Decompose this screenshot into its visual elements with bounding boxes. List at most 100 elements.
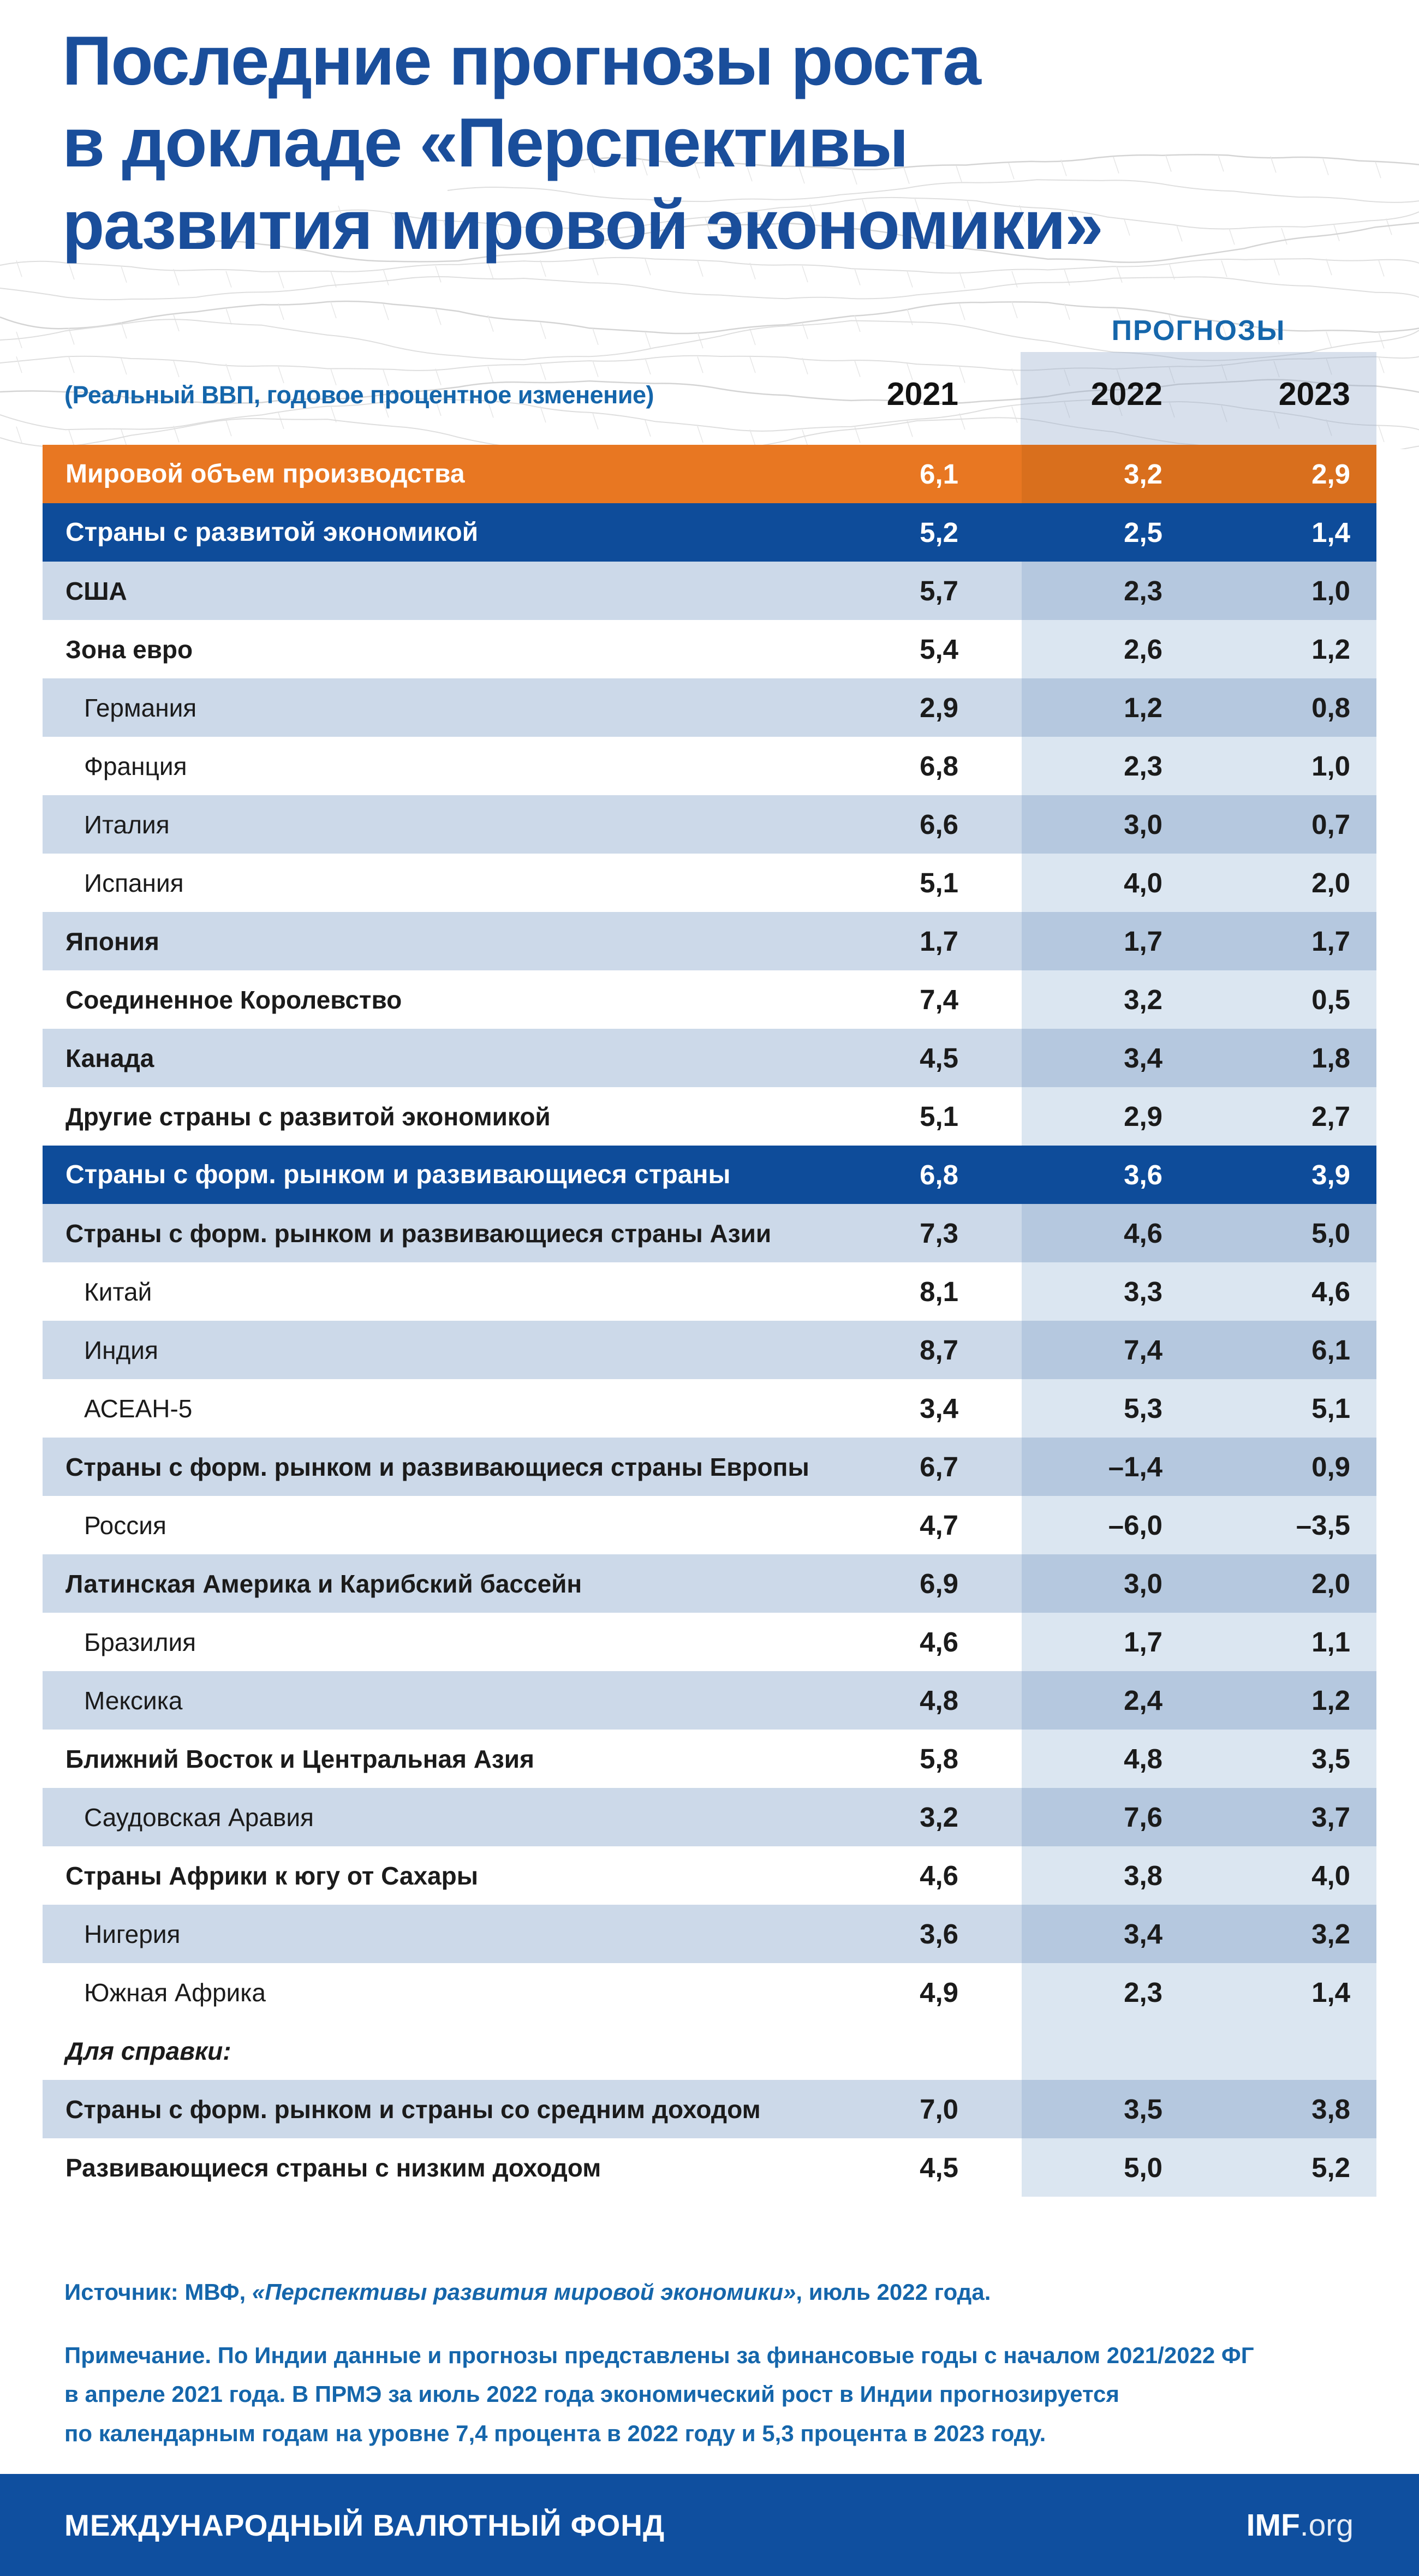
value-2021: 5,1 <box>920 867 958 898</box>
value-2021: 5,7 <box>920 575 958 606</box>
value-2023: 0,8 <box>1311 692 1350 723</box>
table-row: Южная Африка 4,9 2,3 1,4 <box>43 1963 1376 2022</box>
table-row: Япония 1,7 1,7 1,7 <box>43 912 1376 970</box>
value-2023: 1,4 <box>1311 1977 1350 2008</box>
forecast-table: Мировой объем производства 6,1 3,2 2,9 Стран… <box>43 445 1376 2197</box>
value-2021: 8,1 <box>920 1276 958 1307</box>
value-2021: 6,9 <box>920 1568 958 1599</box>
value-2022: 2,3 <box>1124 575 1162 606</box>
footer-website: IMF.org <box>1247 2507 1354 2543</box>
value-2023: 1,4 <box>1311 517 1350 548</box>
value-2023: 2,0 <box>1311 867 1350 898</box>
row-label: Для справки: <box>65 2036 231 2065</box>
value-2022: 2,6 <box>1124 634 1162 665</box>
table-row: Страны с развитой экономикой 5,2 2,5 1,4 <box>43 503 1376 562</box>
forecast-band <box>1021 352 1376 445</box>
value-2021: 4,6 <box>920 1626 958 1657</box>
row-label: Канада <box>65 1043 154 1072</box>
value-2023: 1,1 <box>1311 1626 1350 1657</box>
value-2021: 4,8 <box>920 1685 958 1716</box>
value-2022: 7,6 <box>1124 1802 1162 1833</box>
row-label: Мировой объем производства <box>65 460 465 488</box>
value-2021: 5,2 <box>920 517 958 548</box>
value-2022: 2,9 <box>1124 1101 1162 1132</box>
value-2021: 3,2 <box>920 1802 958 1833</box>
value-2021: 5,8 <box>920 1743 958 1774</box>
row-label: Страны с форм. рынком и развивающиеся ст… <box>65 1219 772 1248</box>
value-2021: 2,9 <box>920 692 958 723</box>
value-2022: 3,2 <box>1124 984 1162 1015</box>
value-2023: 5,0 <box>1311 1218 1350 1249</box>
value-2022: 2,5 <box>1124 517 1162 548</box>
forecast-column-label: ПРОГНОЗЫ <box>1111 315 1286 347</box>
value-2022: 2,4 <box>1124 1685 1162 1716</box>
footer-organization: МЕЖДУНАРОДНЫЙ ВАЛЮТНЫЙ ФОНД <box>64 2508 665 2542</box>
row-label: Латинская Америка и Карибский бассейн <box>65 1569 582 1598</box>
value-2023: 1,8 <box>1311 1042 1350 1074</box>
footer-website-imf: IMF <box>1246 2507 1300 2543</box>
value-2021: 6,8 <box>920 1159 958 1190</box>
row-label: Страны с форм. рынком и страны со средни… <box>65 2095 761 2124</box>
value-2023: 3,7 <box>1311 1802 1350 1833</box>
value-2022: 3,2 <box>1124 458 1162 490</box>
table-row: Индия 8,7 7,4 6,1 <box>43 1321 1376 1379</box>
row-label: Япония <box>65 927 159 956</box>
value-2023: 5,1 <box>1311 1393 1350 1424</box>
table-row: Страны с форм. рынком и развивающиеся ст… <box>43 1146 1376 1204</box>
value-2023: 3,2 <box>1311 1918 1350 1949</box>
value-2022: 3,8 <box>1124 1860 1162 1891</box>
row-label: Нигерия <box>84 1919 181 1948</box>
table-subtitle: (Реальный ВВП, годовое процентное измене… <box>64 381 654 409</box>
row-label: Германия <box>84 693 197 722</box>
table-row: Страны Африки к югу от Сахары 4,6 3,8 4,0 <box>43 1846 1376 1905</box>
value-2023: 1,7 <box>1311 926 1350 957</box>
table-row: Другие страны с развитой экономикой 5,1 2,… <box>43 1087 1376 1146</box>
table-row: Россия 4,7 –6,0 –3,5 <box>43 1496 1376 1554</box>
row-label: Испания <box>84 868 184 897</box>
value-2021: 8,7 <box>920 1334 958 1365</box>
value-2022: –6,0 <box>1108 1510 1162 1541</box>
row-label: Китай <box>84 1277 152 1306</box>
value-2022: 4,8 <box>1124 1743 1162 1774</box>
value-2022: 3,4 <box>1124 1918 1162 1949</box>
table-header-row: (Реальный ВВП, годовое процентное измене… <box>43 375 1376 414</box>
table-row: Бразилия 4,6 1,7 1,1 <box>43 1613 1376 1671</box>
value-2023: 1,2 <box>1311 634 1350 665</box>
table-row: Франция 6,8 2,3 1,0 <box>43 737 1376 795</box>
table-row: Испания 5,1 4,0 2,0 <box>43 854 1376 912</box>
value-2021: 7,0 <box>920 2094 958 2125</box>
row-label: Другие страны с развитой экономикой <box>65 1102 551 1131</box>
row-label: Россия <box>84 1511 166 1540</box>
value-2021: 6,6 <box>920 809 958 840</box>
table-row: Развивающиеся страны с низким доходом 4,5… <box>43 2138 1376 2197</box>
value-2023: 3,8 <box>1311 2094 1350 2125</box>
contour-background-pattern <box>0 154 1419 449</box>
value-2022: –1,4 <box>1108 1451 1162 1482</box>
source-report-title: «Перспективы развития мировой экономики» <box>252 2279 796 2305</box>
row-label: Франция <box>84 752 187 780</box>
row-label: Страны с форм. рынком и развивающиеся ст… <box>65 1452 809 1481</box>
table-row: Страны с форм. рынком и страны со средни… <box>43 2080 1376 2138</box>
value-2023: 5,2 <box>1311 2152 1350 2183</box>
table-row: Ближний Восток и Центральная Азия 5,8 4,8 3… <box>43 1730 1376 1788</box>
table-row: Мексика 4,8 2,4 1,2 <box>43 1671 1376 1730</box>
table-row: Латинская Америка и Карибский бассейн 6,9… <box>43 1554 1376 1613</box>
value-2021: 7,3 <box>920 1218 958 1249</box>
value-2022: 4,6 <box>1124 1218 1162 1249</box>
value-2023: 3,5 <box>1311 1743 1350 1774</box>
source-prefix: Источник: МВФ, <box>64 2279 252 2305</box>
value-2023: 2,0 <box>1311 1568 1350 1599</box>
note-line: по календарным годам на уровне 7,4 проце… <box>64 2420 1046 2446</box>
value-2022: 2,3 <box>1124 1977 1162 2008</box>
value-2021: 3,6 <box>920 1918 958 1949</box>
row-label: АСЕАН-5 <box>84 1394 193 1423</box>
table-row: Для справки: <box>43 2022 1376 2080</box>
page-title: Последние прогнозы роста в докладе «Перс… <box>62 20 1104 266</box>
footer-website-org: .org <box>1299 2507 1354 2543</box>
source-text: Источник: МВФ, «Перспективы развития мир… <box>64 2279 991 2305</box>
table-row: Саудовская Аравия 3,2 7,6 3,7 <box>43 1788 1376 1846</box>
table-row: Соединенное Королевство 7,4 3,2 0,5 <box>43 970 1376 1029</box>
row-label: Южная Африка <box>84 1978 266 2007</box>
value-2023: 0,9 <box>1311 1451 1350 1482</box>
note-text: Примечание. По Индии данные и прогнозы п… <box>64 2336 1385 2453</box>
